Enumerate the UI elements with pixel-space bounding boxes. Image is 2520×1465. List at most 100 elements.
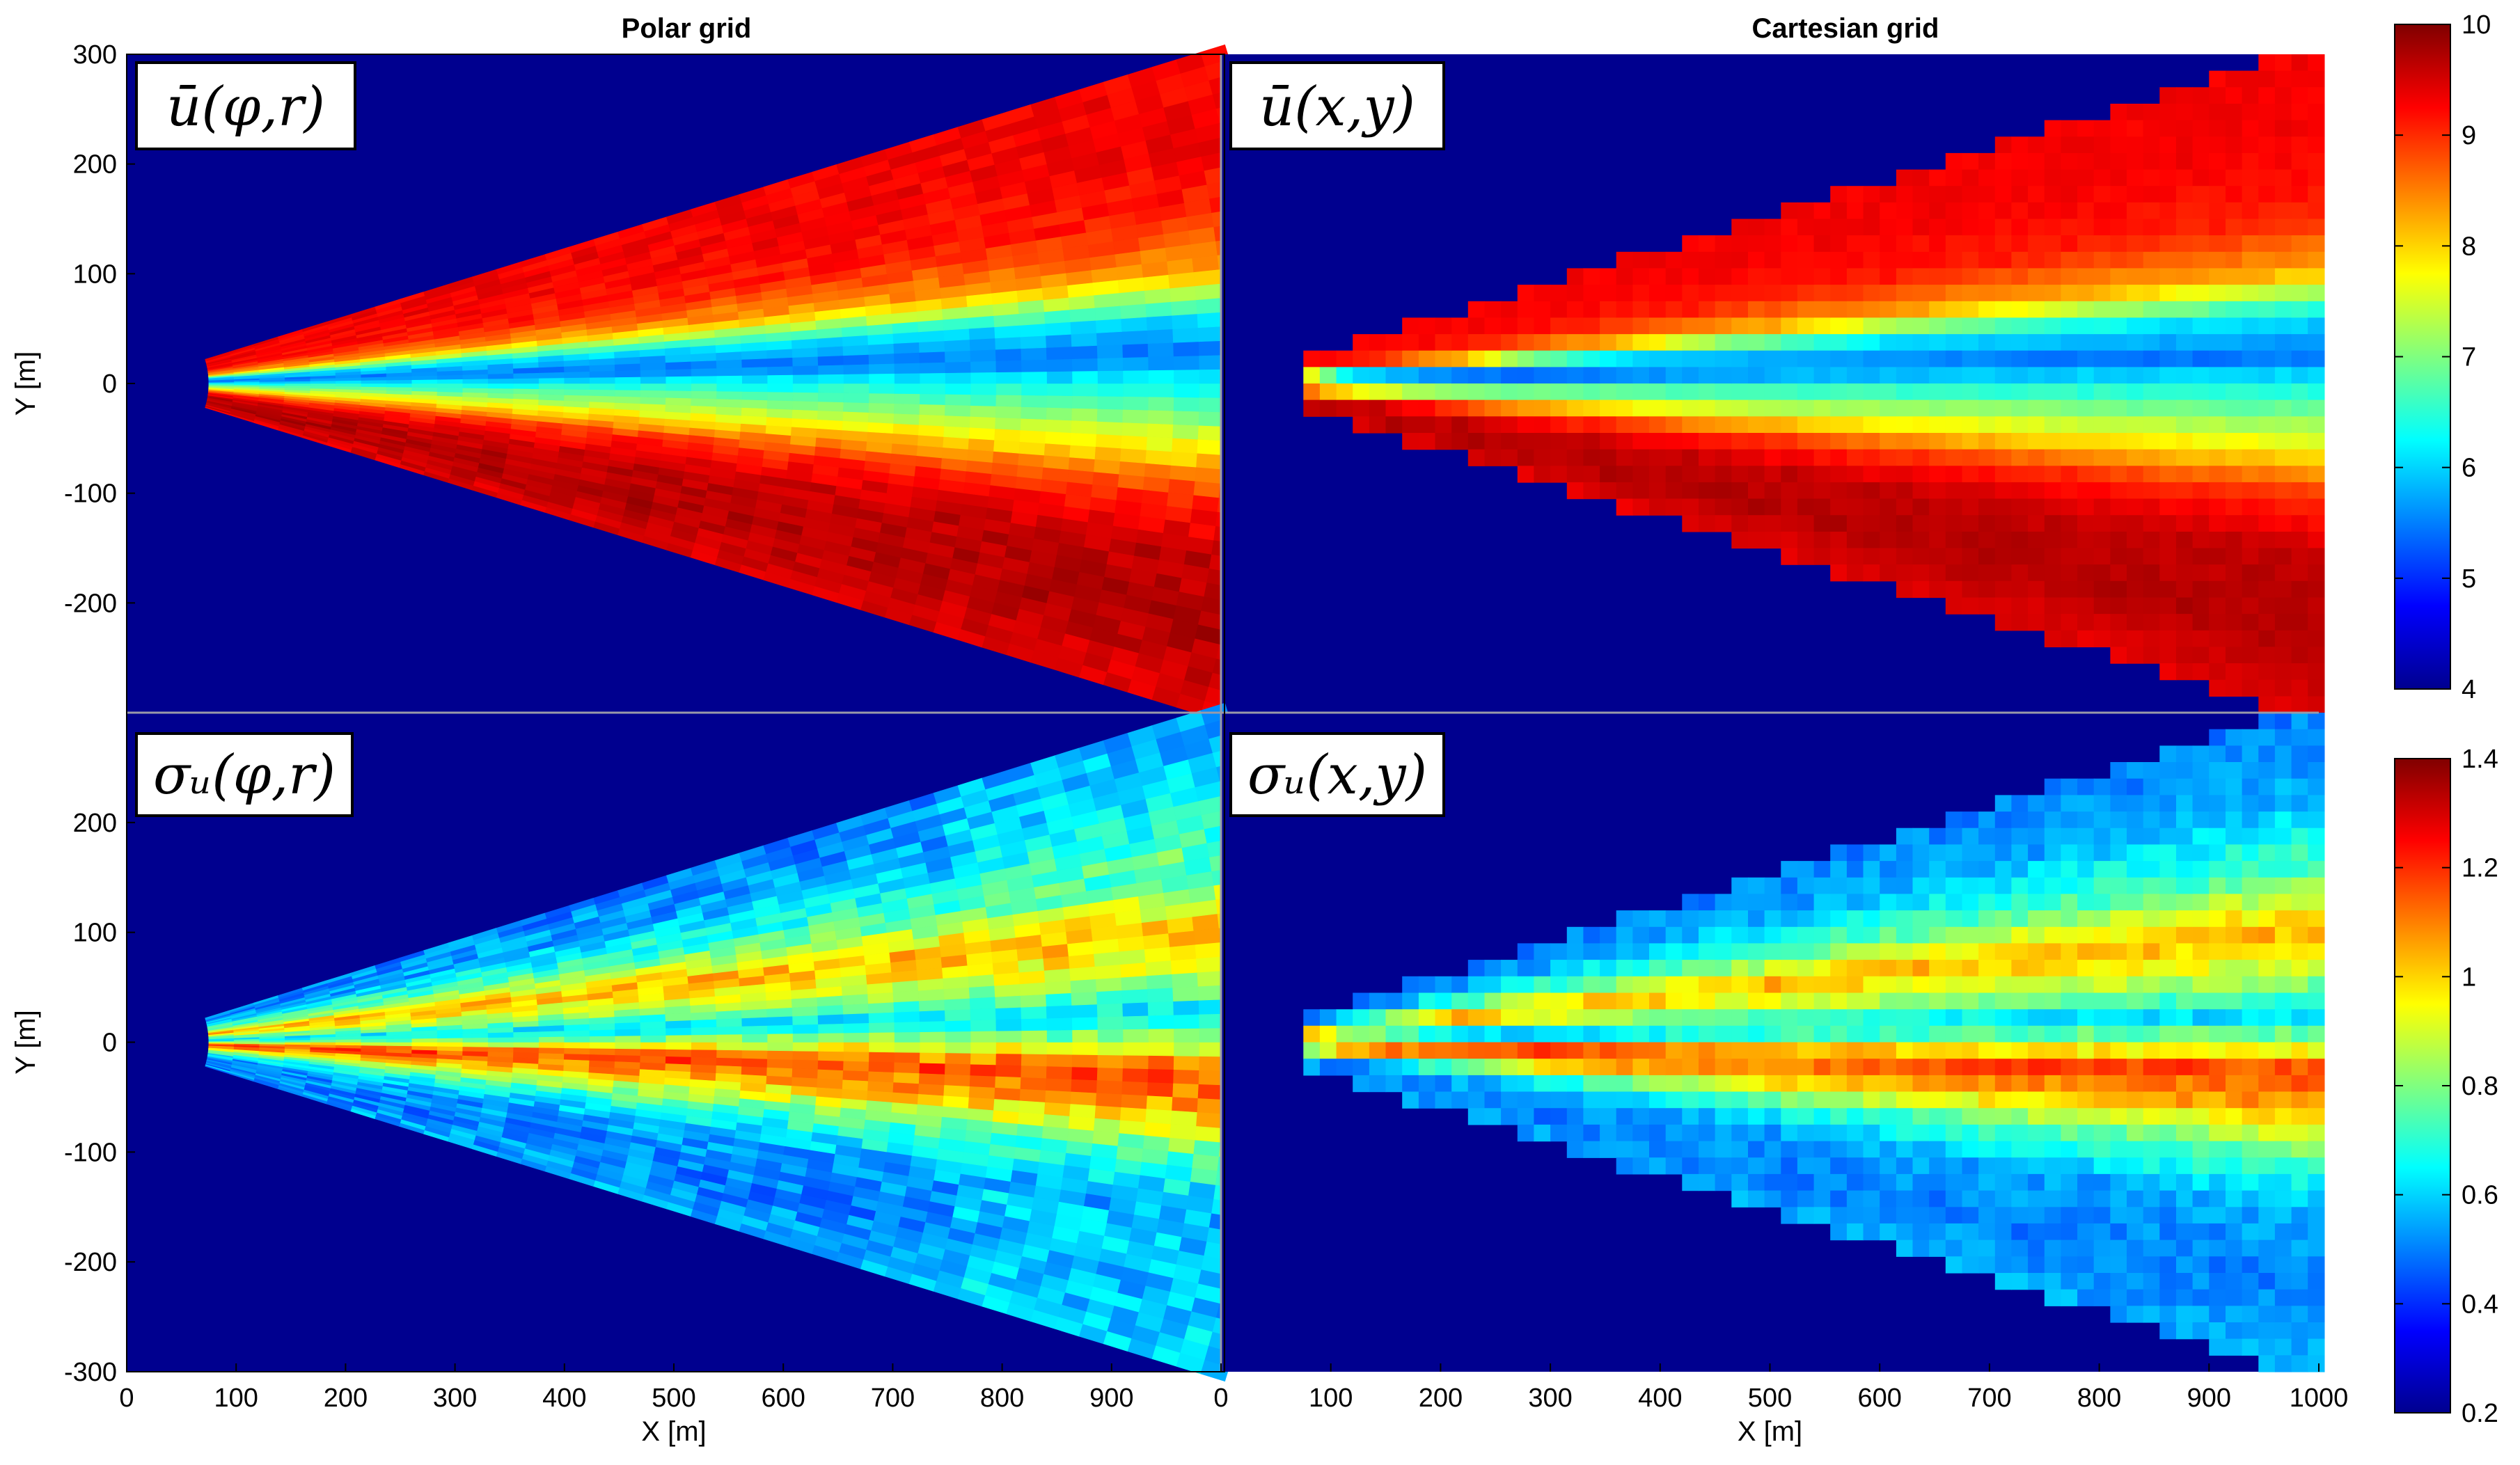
heatmap-cell <box>615 1042 641 1050</box>
heatmap-cell <box>2093 186 2111 203</box>
heatmap-cell <box>436 383 464 388</box>
heatmap-cell <box>2143 630 2160 648</box>
heatmap-cell <box>2274 482 2292 500</box>
heatmap-cell <box>1418 317 1436 335</box>
heatmap-cell <box>1912 285 1930 302</box>
heatmap-cell <box>2159 152 2177 171</box>
heatmap-cell <box>766 1059 794 1069</box>
heatmap-cell <box>2291 498 2308 516</box>
heatmap-cell <box>1665 334 1683 351</box>
heatmap-cell <box>1896 186 1914 203</box>
heatmap-cell <box>1451 383 1469 401</box>
heatmap-cell <box>1699 367 1716 384</box>
heatmap-cell <box>2061 580 2078 599</box>
heatmap-cell <box>1043 454 1070 470</box>
heatmap-cell <box>1517 416 1535 434</box>
heatmap-cell <box>1912 251 1930 269</box>
heatmap-cell <box>716 1042 743 1051</box>
heatmap-cell <box>1699 515 1716 532</box>
heatmap-cell <box>1501 433 1518 450</box>
heatmap-cell <box>538 1042 565 1049</box>
heatmap-cell <box>1068 457 1096 473</box>
heatmap-cell <box>563 395 590 402</box>
heatmap-cell <box>411 1042 438 1047</box>
heatmap-cell <box>1781 285 1798 302</box>
heatmap-cell <box>2176 433 2194 450</box>
heatmap-cell <box>2077 548 2095 565</box>
heatmap-cell <box>2143 235 2160 253</box>
heatmap-cell <box>1748 531 1765 549</box>
heatmap-cell <box>1962 235 1979 253</box>
heatmap-cell <box>1781 498 1798 516</box>
heatmap-cell <box>994 983 1021 997</box>
heatmap-cell <box>2061 251 2078 269</box>
heatmap-cell <box>1418 433 1436 450</box>
heatmap-cell <box>1121 317 1148 332</box>
heatmap-cell <box>1566 268 1584 285</box>
heatmap-cell <box>2291 482 2308 500</box>
heatmap-cell <box>741 1074 767 1084</box>
heatmap-cell <box>1142 476 1170 493</box>
heatmap-cell <box>1616 334 1633 351</box>
heatmap-cell <box>640 1020 666 1029</box>
heatmap-cell <box>1896 482 1914 500</box>
heatmap-cell <box>792 392 819 402</box>
heatmap-cell <box>2044 399 2062 417</box>
heatmap-cell <box>2127 383 2144 401</box>
heatmap-cell <box>2209 548 2226 565</box>
heatmap-cell <box>2093 548 2111 565</box>
heatmap-cell <box>2093 285 2111 302</box>
heatmap-cell <box>2127 564 2144 582</box>
heatmap-cell <box>1731 301 1749 319</box>
heatmap-cell <box>2159 87 2177 104</box>
heatmap-cell <box>1813 285 1831 302</box>
heatmap-cell <box>1550 383 1568 401</box>
heatmap-cell <box>1912 416 1930 434</box>
heatmap-cell <box>1632 350 1650 367</box>
heatmap-cell <box>1929 449 1946 466</box>
heatmap-cell <box>1146 315 1173 331</box>
heatmap-cell <box>2011 202 2029 220</box>
heatmap-cell <box>716 1050 743 1059</box>
heatmap-cell <box>2110 580 2127 599</box>
heatmap-cell <box>2061 564 2078 582</box>
heatmap-cell <box>894 1061 920 1074</box>
heatmap-cell <box>2110 152 2127 171</box>
heatmap-cell <box>766 399 794 410</box>
heatmap-cell <box>615 389 641 397</box>
heatmap-cell <box>1451 317 1469 335</box>
heatmap-cell <box>666 368 692 377</box>
heatmap-cell <box>2127 186 2144 203</box>
heatmap-cell <box>2192 120 2210 137</box>
heatmap-cell <box>995 995 1022 1009</box>
heatmap-cell <box>2077 482 2095 500</box>
heatmap-cell <box>1096 344 1124 359</box>
heatmap-cell <box>2176 219 2194 236</box>
heatmap-cell <box>1764 235 1781 253</box>
heatmap-cell <box>2093 383 2111 401</box>
heatmap-cell <box>1097 383 1124 397</box>
heatmap-cell <box>1912 235 1930 253</box>
heatmap-cell <box>2143 433 2160 450</box>
heatmap-cell <box>2291 54 2308 72</box>
heatmap-cell <box>2274 449 2292 466</box>
heatmap-cell <box>1764 334 1781 351</box>
heatmap-cell <box>1616 268 1633 285</box>
heatmap-cell <box>666 1034 692 1043</box>
heatmap-cell <box>741 349 768 360</box>
heatmap-cell <box>1781 219 1798 236</box>
heatmap-cell <box>716 1057 743 1067</box>
heatmap-cell <box>2176 482 2194 500</box>
heatmap-cell <box>2077 202 2095 220</box>
heatmap-cell <box>2028 235 2045 253</box>
heatmap-cell <box>1566 399 1584 417</box>
heatmap-cell <box>2077 136 2095 154</box>
heatmap-cell <box>2209 663 2226 681</box>
heatmap-cell <box>2226 548 2243 565</box>
heatmap-cell <box>1978 580 1996 599</box>
heatmap-cell <box>2011 597 2029 615</box>
heatmap-cell <box>2077 597 2095 615</box>
heatmap-cell <box>2127 350 2144 367</box>
heatmap-cell <box>2159 498 2177 516</box>
heatmap-cell <box>869 383 895 394</box>
